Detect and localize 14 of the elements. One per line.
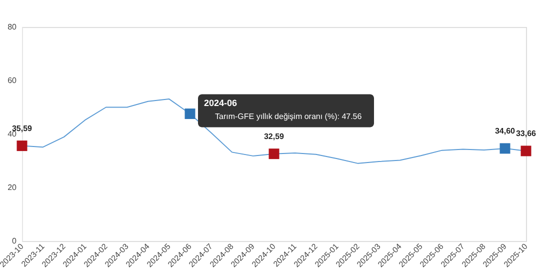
point [16,140,28,152]
y-tick-label: 60 [8,76,18,85]
data-label: 34,60 [494,126,516,136]
y-tick-label: 80 [8,22,18,32]
annotation: 2024-06 [204,98,238,108]
y-tick-label: 0 [12,236,18,246]
point [500,143,510,154]
annotation: Tarım-GFE yıllık değişim oranı (%): 47.56 [215,112,362,121]
point [184,108,196,120]
data-label: 33,66 [516,128,537,138]
y-tick-label: 20 [8,183,18,192]
point [520,146,532,156]
data-label: 32,59 [264,132,285,141]
point [268,148,280,160]
